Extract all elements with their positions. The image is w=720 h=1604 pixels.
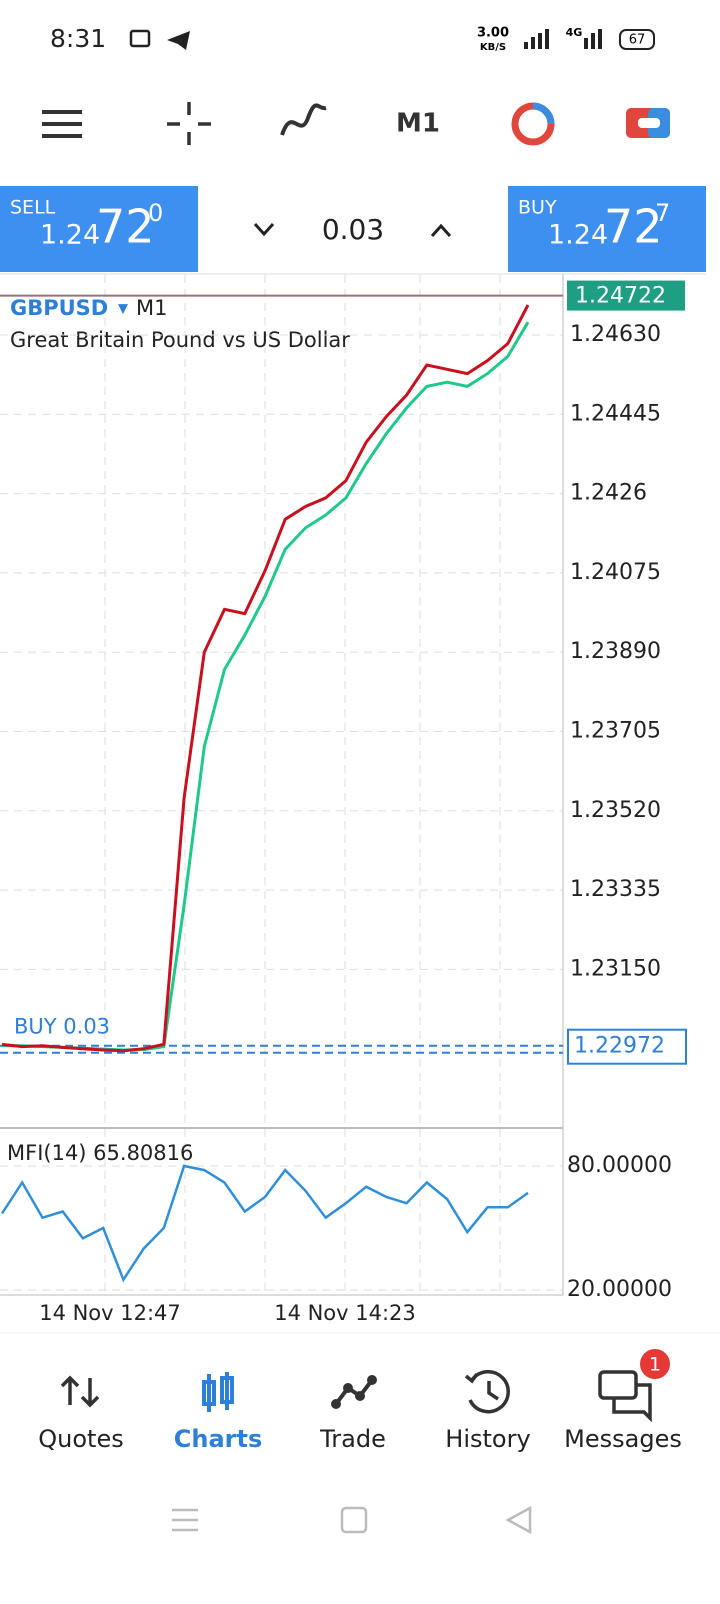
buy-label: BUY [518, 197, 557, 219]
nav-label[interactable]: Charts [174, 1425, 263, 1453]
sell-button[interactable] [0, 186, 198, 272]
volume-up[interactable] [430, 223, 452, 238]
x-label: 14 Nov 14:23 [274, 1301, 416, 1325]
order-label: BUY 0.03 [14, 1015, 110, 1039]
volume-down[interactable] [253, 222, 275, 237]
y-tick-label: 1.23335 [570, 877, 661, 902]
price-tag [567, 280, 685, 311]
moving-average [1, 304, 530, 1053]
indicator-icon[interactable] [280, 103, 327, 136]
charts-icon [202, 1372, 234, 1412]
nav-label[interactable]: Quotes [38, 1425, 123, 1453]
sell-price-big: 1.24 [40, 220, 100, 251]
nav-label[interactable]: Messages [564, 1425, 682, 1453]
nav-label[interactable]: History [445, 1425, 530, 1453]
signal-2 [584, 29, 602, 49]
history-icon [464, 1369, 510, 1414]
timer-icon-arc [532, 102, 555, 125]
y-tick-label: 80.00000 [567, 1153, 672, 1178]
nav-label[interactable]: Trade [319, 1425, 386, 1453]
y-tick-label: 1.23150 [570, 956, 661, 981]
quotes-icon [60, 1375, 100, 1408]
battery-level: 67 [629, 33, 646, 48]
net-speed: 3.00 [477, 26, 509, 41]
buy-price-point: 7 [655, 199, 670, 227]
x-label: 14 Nov 12:47 [39, 1301, 181, 1325]
network: 4G [566, 26, 583, 39]
buy-price-big: 1.24 [548, 220, 608, 251]
symbol[interactable]: GBPUSD [10, 296, 108, 320]
telegram-icon [167, 31, 190, 50]
y-tick-label: 1.23705 [570, 719, 661, 744]
trade-nav-icon [331, 1375, 377, 1409]
messages-icon [598, 1370, 652, 1423]
menu-icon[interactable] [42, 110, 82, 138]
clock: 8:31 [50, 24, 106, 53]
battery [619, 29, 655, 50]
net-unit: KB/S [480, 42, 506, 53]
mfi-line [0, 1164, 529, 1283]
symbol-description: Great Britain Pound vs US Dollar [10, 328, 350, 352]
signal [524, 29, 549, 49]
y-tick-label: 1.23520 [570, 798, 661, 823]
y-tick-label: 1.24445 [570, 401, 661, 426]
timeframe-button[interactable]: M1 [396, 109, 440, 139]
msg-icon [129, 29, 151, 48]
sell-price-point: 0 [148, 199, 163, 227]
y-tick-label: 1.23890 [570, 639, 661, 664]
order-price-box [567, 1028, 687, 1065]
sell-price-pips: 72 [96, 200, 155, 254]
crosshair-icon[interactable] [167, 102, 211, 145]
volume[interactable]: 0.03 [322, 213, 384, 246]
buy-price-pips: 72 [604, 200, 663, 254]
chart-timeframe: M1 [136, 296, 167, 320]
symbol-caret: ▼ [118, 302, 128, 317]
system-nav [172, 1505, 532, 1535]
y-tick-label: 1.24075 [570, 560, 661, 585]
buy-button[interactable] [508, 186, 706, 272]
badge-count: 1 [649, 1354, 661, 1376]
badge [640, 1349, 670, 1379]
nav-labels: Quotes Charts Trade History Messages [38, 1425, 682, 1453]
sell-label: SELL [10, 197, 56, 219]
y-tick-label: 1.24630 [570, 322, 661, 347]
y-tick-label: 1.2426 [570, 481, 647, 506]
y-tick-label: 20.00000 [567, 1277, 672, 1302]
price-tag-label: 1.24722 [575, 284, 666, 309]
mfi-label: MFI(14) 65.80816 [7, 1141, 193, 1165]
trade-icon-c [638, 118, 660, 128]
order-price: 1.22972 [574, 1034, 665, 1059]
